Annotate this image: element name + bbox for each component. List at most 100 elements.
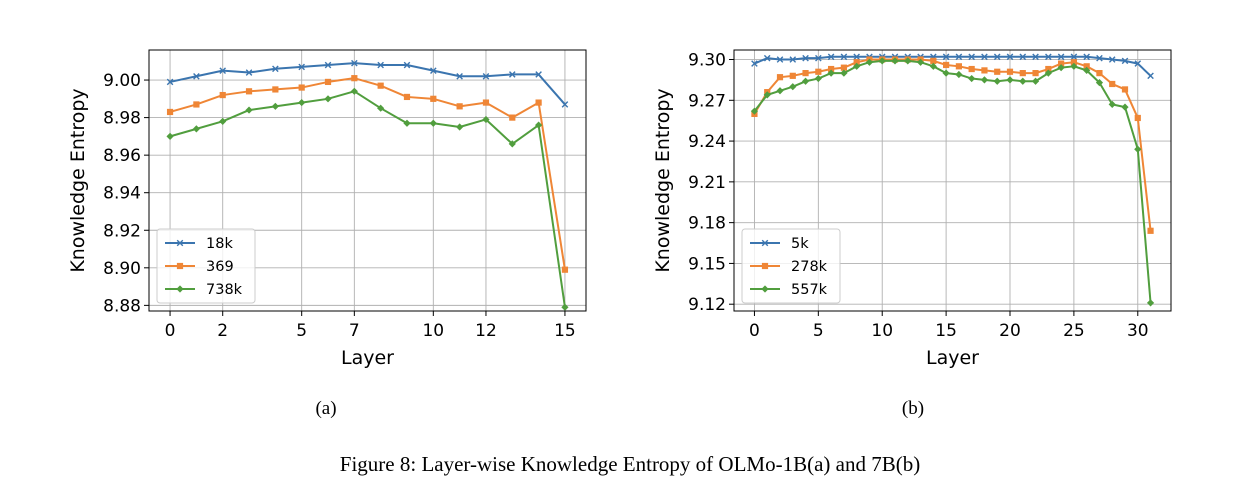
x-tick-label: 10 <box>422 321 444 341</box>
data-point-557k <box>840 69 848 77</box>
legend-label-18k: 18k <box>206 236 233 252</box>
data-point-18k <box>324 61 332 69</box>
data-point-738k <box>324 95 332 103</box>
data-point-278k <box>930 57 937 64</box>
data-point-738k <box>508 140 516 148</box>
legend: 18k 369 738k <box>156 228 256 304</box>
legend-marker-557k <box>761 285 769 293</box>
data-point-278k <box>840 64 847 71</box>
data-point-738k <box>403 119 411 127</box>
data-point-278k <box>1121 86 1129 93</box>
data-point-5k <box>1121 57 1129 65</box>
series-line-278k <box>753 58 1152 231</box>
data-point-278k <box>1070 59 1077 66</box>
data-point-557k <box>968 74 976 83</box>
x-tick-label: 15 <box>935 321 957 341</box>
data-point-18k <box>193 72 200 80</box>
chart-panel-a: 0 2 5 7 10 12 15 8.88 8.90 8.92 8.94 8.96 8.98 9.00 La… <box>67 49 587 369</box>
data-point-557k <box>942 69 950 77</box>
data-point-5k <box>751 60 758 67</box>
y-tick-label: 8.96 <box>103 146 141 166</box>
x-tick-label: 30 <box>1127 321 1149 341</box>
data-point-557k <box>955 70 963 79</box>
data-point-557k <box>776 87 784 95</box>
data-point-557k <box>1134 145 1142 153</box>
data-point-5k <box>840 53 848 61</box>
data-point-738k <box>166 132 174 140</box>
data-point-738k <box>561 303 569 311</box>
data-point-278k <box>802 70 809 77</box>
legend-label-738k: 738k <box>206 282 243 298</box>
data-point-738k <box>456 123 464 131</box>
subfigure-label-a: (a) <box>315 398 336 419</box>
data-point-557k <box>891 57 899 65</box>
series-line-369 <box>169 77 566 270</box>
data-point-18k <box>456 72 463 80</box>
data-point-5k <box>1134 60 1142 67</box>
x-tick-label: 7 <box>349 321 360 341</box>
data-point-18k <box>403 61 411 69</box>
data-point-5k <box>1045 53 1052 61</box>
data-point-5k <box>1019 53 1027 61</box>
x-tick-label: 15 <box>554 321 576 341</box>
data-point-369 <box>245 88 253 95</box>
data-point-278k <box>1019 70 1026 77</box>
y-tick-label: 9.24 <box>688 132 726 152</box>
data-point-557k <box>993 77 1001 85</box>
y-axis-label: Knowledge Entropy <box>652 88 674 272</box>
data-point-5k <box>789 56 797 63</box>
x-tick-label: 20 <box>999 321 1021 341</box>
legend-label-557k: 557k <box>791 282 828 298</box>
data-point-369 <box>377 82 384 89</box>
data-point-369 <box>482 99 490 106</box>
data-point-369 <box>324 78 332 86</box>
data-point-738k <box>482 115 490 124</box>
data-point-5k <box>1083 53 1090 61</box>
x-tick-label: 5 <box>296 321 307 341</box>
data-point-18k <box>535 71 542 78</box>
series-line-18k <box>169 62 566 106</box>
data-point-557k <box>980 76 989 84</box>
data-point-278k <box>1006 68 1014 75</box>
data-point-5k <box>763 54 771 62</box>
x-tick-label: 0 <box>749 321 760 341</box>
data-point-738k <box>298 98 306 107</box>
legend: 5k 278k 557k <box>741 228 841 304</box>
data-point-557k <box>827 69 835 77</box>
y-tick-label: 9.12 <box>688 295 726 315</box>
data-point-5k <box>827 53 835 61</box>
data-point-5k <box>1096 54 1103 62</box>
legend-label-369: 369 <box>206 259 234 275</box>
data-point-738k <box>219 117 227 125</box>
data-point-18k <box>561 101 569 108</box>
x-tick-label: 10 <box>871 321 893 341</box>
data-point-5k <box>776 56 784 63</box>
data-point-18k <box>272 65 279 73</box>
data-point-557k <box>865 58 874 66</box>
data-point-557k <box>904 57 912 65</box>
data-point-5k <box>1147 72 1154 80</box>
plot-frame <box>148 49 587 312</box>
data-point-5k <box>802 54 809 62</box>
x-tick-label: 5 <box>813 321 824 341</box>
legend-box <box>741 228 841 304</box>
legend-marker-738k <box>176 285 184 293</box>
data-point-738k <box>245 106 253 114</box>
data-point-278k <box>943 61 950 69</box>
data-point-18k <box>298 63 305 71</box>
data-point-5k <box>968 53 975 61</box>
legend-marker-18k <box>176 239 184 247</box>
data-point-278k <box>1147 227 1154 234</box>
data-point-369 <box>509 114 516 121</box>
data-point-18k <box>430 67 437 74</box>
data-point-18k <box>351 59 358 67</box>
data-point-557k <box>1044 69 1052 77</box>
data-point-278k <box>955 63 962 70</box>
data-point-18k <box>166 78 174 86</box>
legend-marker-278k <box>761 262 769 270</box>
data-point-557k <box>1070 62 1078 70</box>
y-tick-label: 9.15 <box>688 254 726 274</box>
data-point-557k <box>1083 66 1091 74</box>
data-point-738k <box>377 104 385 112</box>
